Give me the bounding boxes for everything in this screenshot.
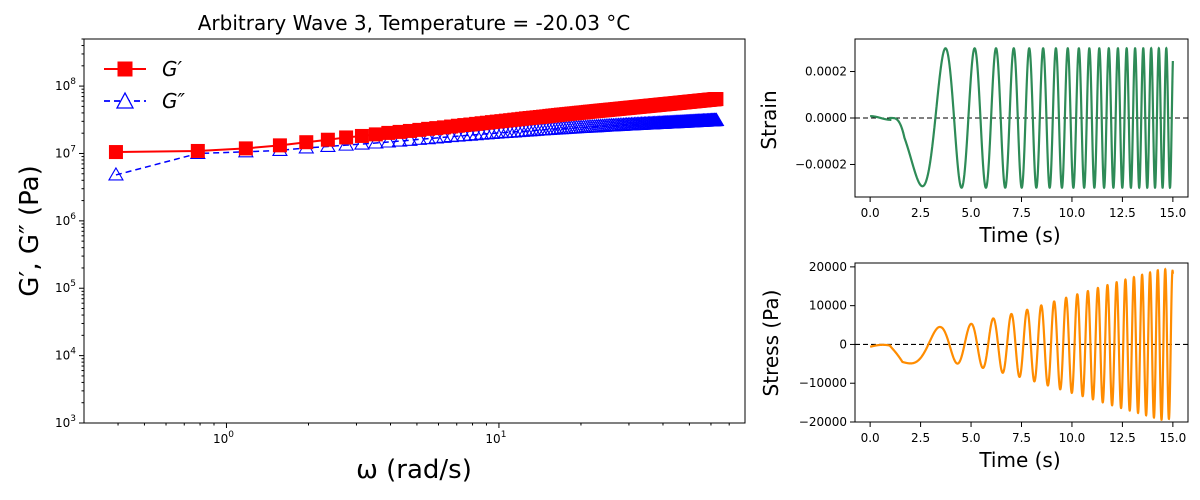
stress-x-tick-label: 2.5	[911, 431, 930, 445]
stress-waveform	[869, 267, 1174, 421]
main-x-axis: 100 101	[117, 423, 730, 446]
strain-x-tick-label: 10.0	[1059, 206, 1086, 220]
main-legend: G′ G″	[104, 57, 185, 113]
main-y-tick-exponent: 5	[70, 279, 76, 289]
strain-panel: −0.0002 0.0000 0.0002 0.0 2.5 5.0 7.5 10.0 12.5…	[757, 38, 1189, 247]
stress-y-axis: −20000 −10000 0 10000 20000	[799, 260, 855, 429]
gprime-marker	[320, 132, 335, 147]
strain-y-axis-label: Strain	[757, 90, 781, 149]
stress-y-axis-label: Stress (Pa)	[759, 290, 783, 397]
stress-plot-area	[855, 267, 1188, 421]
strain-y-tick-label: −0.0002	[795, 157, 847, 171]
legend-gprime-label: G′	[162, 57, 182, 81]
gdoubleprime-marker	[411, 131, 428, 145]
stress-x-tick-label: 5.0	[961, 431, 980, 445]
gdoubleprime-marker	[107, 166, 124, 181]
stress-x-axis-label: Time (s)	[978, 448, 1060, 472]
gprime-marker	[709, 92, 724, 107]
main-x-axis-label: ω (rad/s)	[356, 455, 472, 485]
strain-y-tick-label: 0.0000	[805, 111, 847, 125]
gdoubleprime-marker	[391, 132, 408, 147]
strain-x-tick-label: 5.0	[961, 206, 980, 220]
strain-x-tick-label: 0.0	[861, 206, 880, 220]
main-x-tick-exponent: 0	[228, 430, 234, 440]
main-chart-title: Arbitrary Wave 3, Temperature = -20.03 °…	[198, 11, 631, 35]
stress-y-tick-label: −20000	[799, 415, 847, 429]
stress-y-tick-label: −10000	[799, 376, 847, 390]
stress-y-tick-label: 10000	[809, 299, 847, 313]
stress-y-tick-label: 20000	[809, 260, 847, 274]
strain-y-tick-label: 0.0002	[805, 65, 847, 79]
main-y-tick-exponent: 6	[70, 212, 76, 222]
main-y-tick-exponent: 3	[70, 414, 76, 424]
strain-y-axis: −0.0002 0.0000 0.0002	[795, 65, 855, 171]
gprime-marker	[272, 138, 287, 153]
gdoubleprime-marker	[708, 112, 725, 127]
stress-panel: −20000 −10000 0 10000 20000 0.0 2.5 5.0 7.5 10.0…	[759, 260, 1189, 472]
strain-waveform	[870, 46, 1174, 190]
gprime-marker	[299, 135, 314, 150]
strain-x-tick-label: 12.5	[1109, 206, 1136, 220]
main-y-axis-label: G′, G″ (Pa)	[15, 165, 45, 296]
stress-x-tick-label: 10.0	[1059, 431, 1086, 445]
main-y-tick-exponent: 8	[70, 77, 76, 87]
strain-plot-area	[855, 46, 1188, 190]
gdoubleprime-marker	[401, 132, 418, 146]
stress-x-tick-label: 7.5	[1012, 431, 1031, 445]
main-y-tick-exponent: 4	[70, 347, 76, 357]
main-x-tick-exponent: 1	[501, 430, 507, 440]
gprime-marker	[108, 145, 123, 160]
gprime-marker	[368, 127, 383, 142]
gprime-marker	[190, 143, 205, 158]
moduli-plot-area	[107, 92, 725, 181]
gprime-marker	[339, 130, 354, 145]
gdoubleprime-marker	[380, 133, 397, 148]
strain-x-tick-label: 7.5	[1012, 206, 1031, 220]
gdoubleprime-marker	[420, 130, 437, 145]
gprime-marker	[238, 141, 253, 156]
gprime-marker	[354, 128, 369, 143]
legend-gprime-marker	[117, 61, 133, 77]
strain-x-axis-label: Time (s)	[978, 223, 1060, 247]
stress-y-tick-label: 0	[839, 337, 847, 351]
strain-x-axis: 0.0 2.5 5.0 7.5 10.0 12.5 15.0	[861, 197, 1187, 220]
strain-x-tick-label: 15.0	[1160, 206, 1187, 220]
legend-gdoubleprime-marker	[115, 91, 135, 109]
stress-x-tick-label: 15.0	[1160, 431, 1187, 445]
legend-gdoubleprime-label: G″	[162, 89, 185, 113]
gdoubleprime-marker	[367, 134, 384, 149]
stress-x-tick-label: 0.0	[861, 431, 880, 445]
main-y-tick-exponent: 7	[70, 144, 76, 154]
gdoubleprime-marker	[353, 135, 370, 150]
strain-x-tick-label: 2.5	[911, 206, 930, 220]
stress-x-axis: 0.0 2.5 5.0 7.5 10.0 12.5 15.0	[861, 422, 1187, 445]
stress-x-tick-label: 12.5	[1109, 431, 1136, 445]
